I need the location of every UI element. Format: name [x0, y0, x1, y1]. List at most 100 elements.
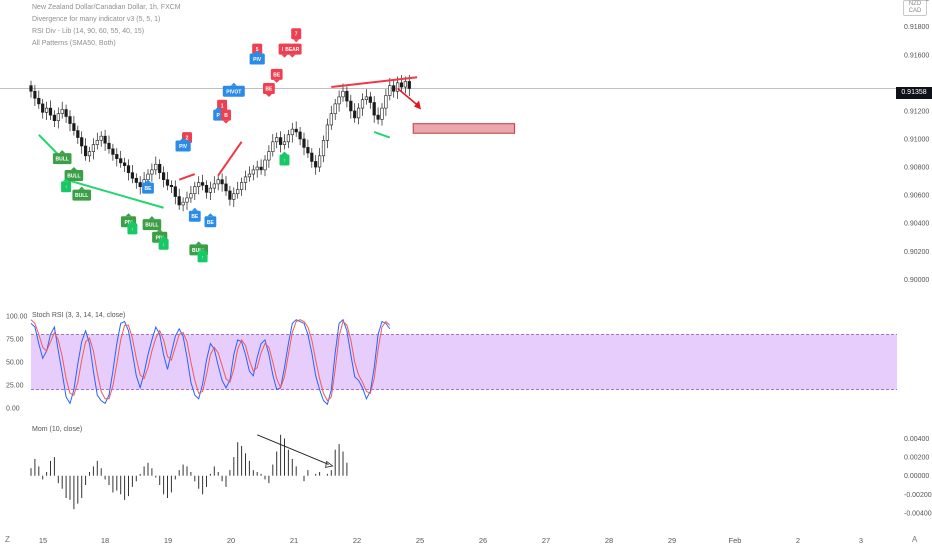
pattern-label-pointer — [156, 228, 163, 232]
timezone-corner[interactable]: Z — [5, 535, 10, 544]
pattern-label-box — [52, 153, 72, 165]
trendline-bear — [217, 141, 243, 177]
pattern-label-text: 2 — [186, 136, 189, 142]
momentum-panel-title: Mom (10, close) — [32, 426, 82, 433]
candle-body — [169, 185, 174, 188]
candle-body — [224, 183, 228, 192]
candle-body — [154, 163, 158, 171]
pattern-label-box — [270, 68, 283, 80]
pattern-label-text: BULL — [56, 157, 69, 163]
pattern-label-box — [72, 189, 91, 201]
pattern-label-box — [249, 53, 265, 65]
candle-body — [189, 193, 193, 199]
pattern-label-pointer — [281, 54, 288, 58]
candle-body — [99, 135, 103, 141]
candle-body — [150, 169, 154, 175]
candle-body — [111, 148, 115, 155]
price-axis-tick: 0.90200 — [904, 249, 929, 256]
price-axis-tick: 0.90400 — [904, 221, 929, 228]
candle-body — [325, 124, 330, 141]
stoch-axis-tick: 100.00 — [6, 314, 28, 321]
axis-labels: 0.920000.918000.916000.912000.910000.908… — [6, 0, 932, 545]
pattern-label-pointer — [129, 220, 136, 224]
pattern-label-pointer — [145, 179, 151, 183]
time-axis-tick: 19 — [164, 536, 172, 545]
indicator-legend-2[interactable]: All Patterns (SMA50, Both) — [32, 40, 116, 47]
pattern-label-pointer — [160, 235, 167, 239]
candle-body — [267, 151, 271, 161]
pattern-label-text: ↑ — [283, 158, 286, 164]
time-axis-tick: 27 — [542, 536, 550, 545]
stoch-line-K — [30, 318, 391, 406]
pattern-label-bull: BULL — [142, 216, 162, 231]
pattern-label-arrow: ↑ — [197, 248, 208, 263]
pattern-label-text: BE — [273, 72, 281, 78]
symbol-title: New Zealand Dollar/Canadian Dollar, 1h, … — [32, 4, 181, 11]
pattern-label-pointer — [70, 166, 77, 170]
pattern-label-pivot: PIVOT — [222, 82, 245, 97]
candle-body — [321, 140, 326, 157]
pattern-label-pointer — [148, 216, 155, 220]
candle-body — [275, 137, 279, 143]
candle-body — [392, 85, 396, 92]
pattern-label-bull: BULL — [64, 166, 84, 181]
candle-body — [372, 102, 376, 116]
candle-body — [251, 169, 255, 175]
candle-body — [368, 96, 372, 103]
candle-body — [403, 81, 408, 88]
pattern-label-bull: BULL — [52, 150, 72, 165]
pattern-label-box — [213, 109, 224, 121]
pattern-label-box — [263, 82, 275, 94]
price-candles — [29, 75, 411, 212]
stoch-line-D — [30, 319, 391, 402]
candle-body — [278, 137, 283, 145]
candle-body — [220, 179, 224, 185]
pattern-label-box — [175, 140, 191, 152]
candle-body — [255, 166, 259, 171]
target-zone — [412, 123, 516, 134]
pattern-label-box — [197, 251, 208, 263]
candle-body — [193, 186, 197, 195]
price-axis-tick: 0.90000 — [904, 277, 929, 284]
pattern-label-box — [283, 43, 302, 55]
price-axis-tick: 0.90800 — [904, 165, 929, 172]
candle-body — [185, 197, 189, 203]
candle-body — [228, 190, 232, 200]
pattern-label-box — [222, 85, 245, 97]
pattern-label-pivot: PIV — [175, 137, 191, 152]
candle-body — [158, 163, 162, 173]
momentum-panel — [30, 434, 348, 510]
candle-body — [302, 138, 306, 148]
pattern-label-text: BULL — [67, 173, 80, 179]
pattern-label-text: ↑ — [201, 255, 204, 261]
time-axis-tick: 25 — [416, 536, 424, 545]
candle-body — [197, 182, 201, 188]
pattern-label-text: PIV — [124, 220, 133, 226]
indicator-legend-1[interactable]: RSI Div - Lib (14, 90, 60, 55, 40, 15) — [32, 28, 145, 35]
projection-arrow-head — [414, 100, 421, 110]
pattern-label-pivot: PIV — [249, 50, 265, 65]
candle-body — [364, 96, 369, 100]
auto-scale-button[interactable]: A — [912, 535, 918, 544]
pattern-label-bear: BE — [270, 68, 283, 83]
indicator-legend-0[interactable]: Divergence for many indicator v3 (5, 5, … — [32, 16, 161, 23]
candle-body — [29, 85, 33, 92]
candle-body — [243, 176, 248, 183]
candle-body — [146, 173, 150, 180]
pattern-label-text: BEAR — [285, 47, 300, 53]
candle-body — [52, 114, 56, 122]
candle-body — [360, 99, 365, 109]
trendline-bull — [65, 178, 164, 209]
currency-box[interactable]: NZD CAD — [903, 0, 927, 16]
candle-body — [306, 147, 310, 154]
candle-body — [204, 185, 209, 193]
momentum-axis-tick: 0.00000 — [904, 473, 929, 480]
candle-body — [236, 189, 240, 195]
pattern-label-text: ↑ — [65, 185, 68, 191]
pattern-label-pointer — [265, 93, 272, 97]
pattern-label-text: BE — [145, 186, 153, 192]
current-price-tag: 0.91358 — [896, 87, 932, 99]
trendline-bear — [331, 76, 418, 89]
trendline-bull — [373, 131, 391, 139]
